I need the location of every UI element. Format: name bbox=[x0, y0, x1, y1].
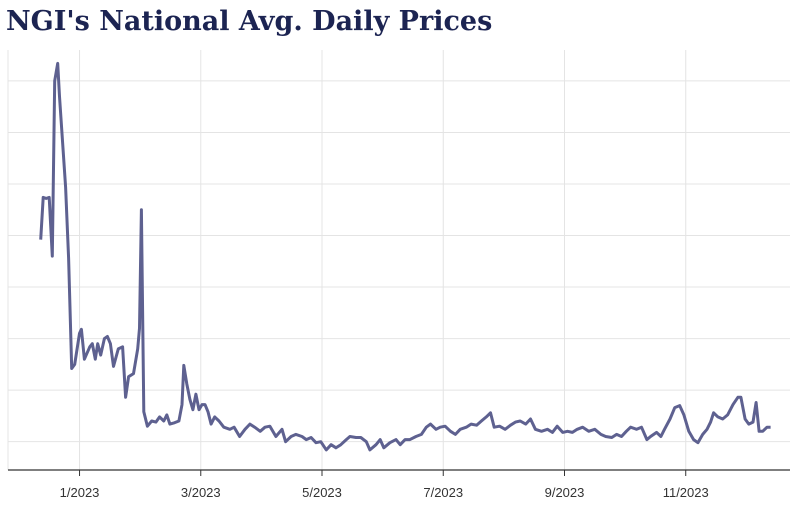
x-tick-label: 1/2023 bbox=[60, 485, 100, 500]
x-tick-label: 7/2023 bbox=[423, 485, 463, 500]
x-tick-label: 5/2023 bbox=[302, 485, 342, 500]
x-tick-label: 11/2023 bbox=[663, 485, 709, 500]
x-tick-label: 3/2023 bbox=[181, 485, 221, 500]
price-line bbox=[39, 61, 771, 452]
chart-title: NGI's National Avg. Daily Prices bbox=[6, 6, 492, 37]
x-tick-label: 9/2023 bbox=[545, 485, 585, 500]
